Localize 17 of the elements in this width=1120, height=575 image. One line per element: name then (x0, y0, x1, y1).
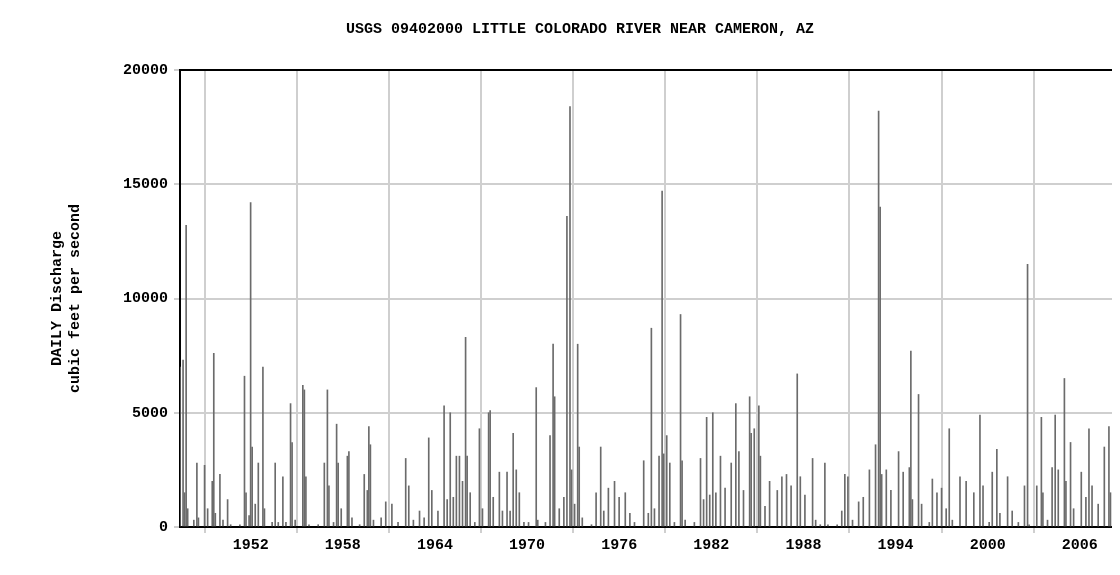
x-tick-label: 2000 (969, 536, 1006, 554)
y-axis-title: DAILY Discharge cubic feet per second (48, 203, 84, 394)
y-tick-label: 5000 (131, 404, 168, 422)
x-tick-label: 1964 (416, 536, 453, 554)
y-tick-label: 15000 (122, 176, 168, 194)
y-tick-label: 20000 (122, 61, 168, 79)
x-tick-label: 1994 (877, 536, 914, 554)
x-tick-label: 2006 (1061, 536, 1098, 554)
y-tick-label: 0 (158, 518, 168, 536)
x-tick-label: 1988 (785, 536, 822, 554)
x-tick-label: 1970 (509, 536, 546, 554)
x-tick-label: 1982 (693, 536, 730, 554)
x-tick-label: 1952 (232, 536, 269, 554)
chart-title: USGS 09402000 LITTLE COLORADO RIVER NEAR CAMERON, AZ (345, 20, 815, 38)
y-tick-label: 10000 (122, 290, 168, 308)
x-tick-label: 1958 (324, 536, 361, 554)
x-tick-label: 1976 (601, 536, 638, 554)
